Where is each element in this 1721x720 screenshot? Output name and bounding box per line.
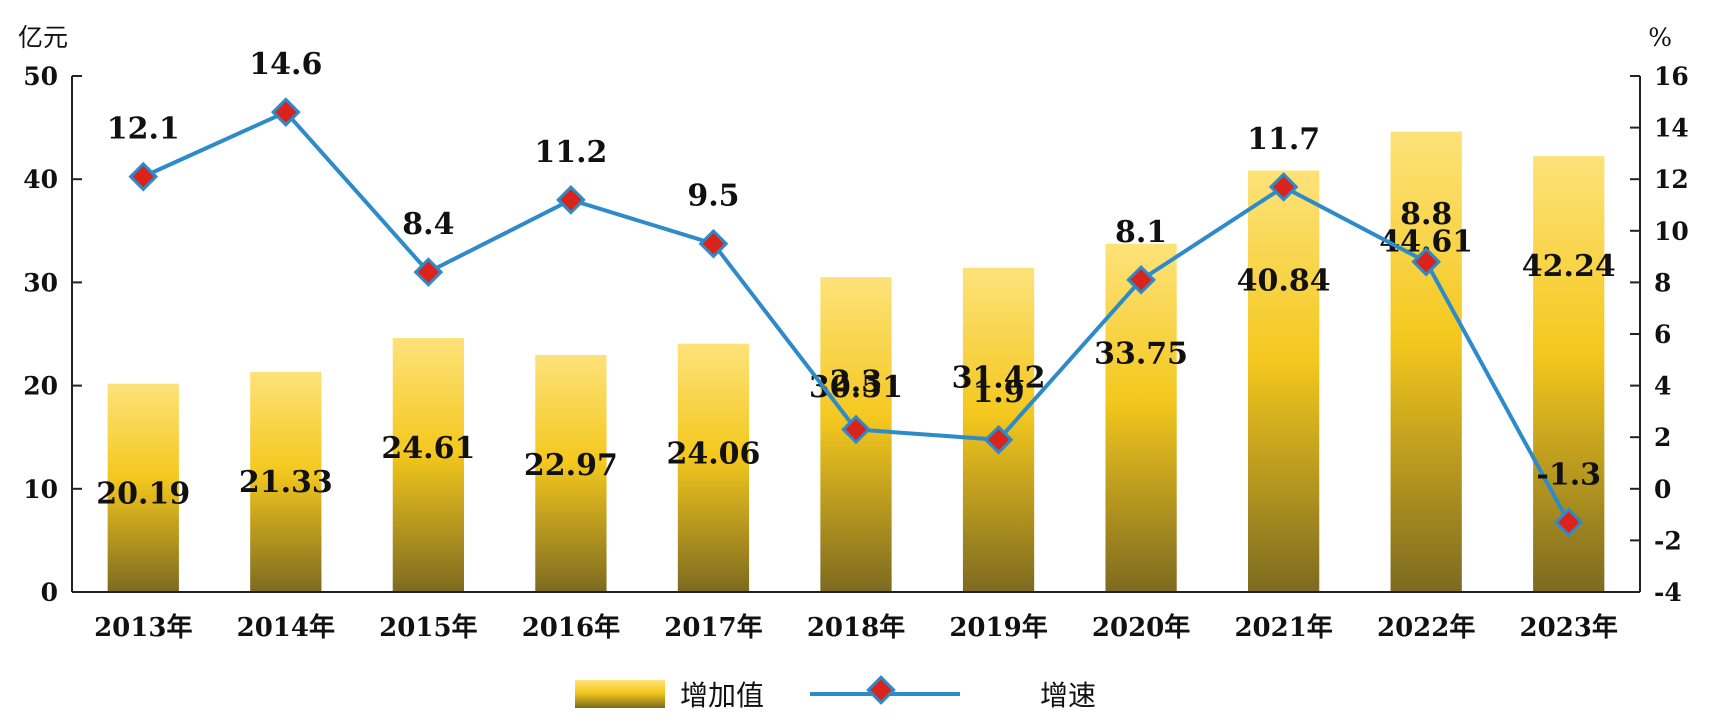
left-tick-label: 40 <box>23 165 58 194</box>
bar-data-label: 24.06 <box>666 437 760 472</box>
bar-data-label: 20.19 <box>96 477 190 512</box>
x-tick-label: 2018年 <box>807 612 905 643</box>
left-tick-label: 10 <box>23 475 58 504</box>
bar <box>107 383 179 592</box>
right-axis-unit: % <box>1648 23 1672 52</box>
left-tick-label: 20 <box>23 372 58 401</box>
line-point <box>1268 172 1299 202</box>
left-tick-label: 50 <box>23 62 58 91</box>
legend-label-line: 增速 <box>1040 679 1096 712</box>
right-y-axis: -4 -2 0 2 4 6 8 10 12 14 16 <box>1630 62 1689 607</box>
line-point <box>1126 264 1156 295</box>
bar-data-label: 40.84 <box>1237 264 1331 299</box>
right-tick-label: 14 <box>1654 114 1689 143</box>
line-data-label: 8.4 <box>402 207 454 242</box>
x-tick-label: 2022年 <box>1377 612 1475 643</box>
bar <box>250 371 322 592</box>
line-data-label: 12.1 <box>107 112 180 147</box>
line-point <box>413 257 444 287</box>
line-point <box>270 97 301 127</box>
left-axis-unit: 亿元 <box>18 23 68 52</box>
bar <box>535 354 607 592</box>
right-tick-label: 2 <box>1654 423 1671 452</box>
bar <box>677 343 750 592</box>
bar-data-label: 21.33 <box>239 465 333 500</box>
bar <box>392 338 464 592</box>
line-point <box>841 414 871 445</box>
right-tick-label: -2 <box>1654 526 1682 555</box>
bar <box>1248 170 1320 593</box>
line-data-label: 8.1 <box>1115 215 1167 250</box>
line-data-label: 14.6 <box>249 47 322 82</box>
x-tick-label: 2015年 <box>379 612 477 643</box>
line-point <box>1411 246 1442 277</box>
bar <box>1390 131 1462 592</box>
line-data-label: 11.2 <box>534 135 607 170</box>
legend-line-marker <box>866 675 896 705</box>
line-data-label: -1.3 <box>1536 457 1601 492</box>
line-data-label: 1.9 <box>972 375 1024 410</box>
line-point <box>1553 507 1584 538</box>
legend-label-bar: 增加值 <box>680 679 764 712</box>
right-tick-label: 16 <box>1654 62 1689 91</box>
line-data-label: 2.3 <box>830 364 882 399</box>
line-data-label: 8.8 <box>1400 197 1452 232</box>
right-tick-label: 12 <box>1654 165 1689 194</box>
bar-data-label: 22.97 <box>524 448 618 483</box>
x-tick-label: 2017年 <box>664 612 762 643</box>
right-tick-label: 6 <box>1654 320 1671 349</box>
x-tick-label: 2014年 <box>237 612 335 643</box>
line-data-label: 9.5 <box>687 179 739 214</box>
legend: 增加值 增速 <box>575 675 1096 712</box>
left-y-axis: 0 10 20 30 40 50 <box>23 62 82 607</box>
x-tick-label: 2023年 <box>1520 612 1618 643</box>
line-series: 12.1 14.6 8.4 11.2 9.5 2.3 1.9 8.1 11.7 8.8 -1.3 <box>107 47 1601 538</box>
bar-data-label: 31.42 <box>952 361 1046 396</box>
line-data-label: 11.7 <box>1247 122 1320 157</box>
x-tick-label: 2021年 <box>1234 612 1332 643</box>
x-tick-label: 2020年 <box>1092 612 1190 643</box>
legend-bar-swatch <box>575 680 665 708</box>
bar-data-label: 42.24 <box>1522 249 1616 284</box>
right-tick-label: 4 <box>1654 372 1671 401</box>
left-tick-label: 0 <box>41 578 58 607</box>
x-tick-label: 2013年 <box>94 612 192 643</box>
line-point <box>128 161 159 192</box>
right-tick-label: 10 <box>1654 217 1689 246</box>
left-tick-label: 30 <box>23 268 58 297</box>
x-tick-label: 2019年 <box>949 612 1047 643</box>
right-tick-label: 8 <box>1654 268 1671 297</box>
bar-data-label: 33.75 <box>1094 337 1188 372</box>
bar-data-label: 24.61 <box>381 431 475 466</box>
line-point <box>698 228 729 259</box>
right-tick-label: -4 <box>1654 578 1682 607</box>
bar <box>1105 243 1177 592</box>
line-point <box>556 184 586 215</box>
x-tick-label: 2016年 <box>522 612 620 643</box>
x-axis: 2013年 2014年 2015年 2016年 2017年 2018年 2019年 2020年… <box>72 591 1640 643</box>
right-tick-label: 0 <box>1654 475 1671 504</box>
line-point <box>983 424 1014 455</box>
